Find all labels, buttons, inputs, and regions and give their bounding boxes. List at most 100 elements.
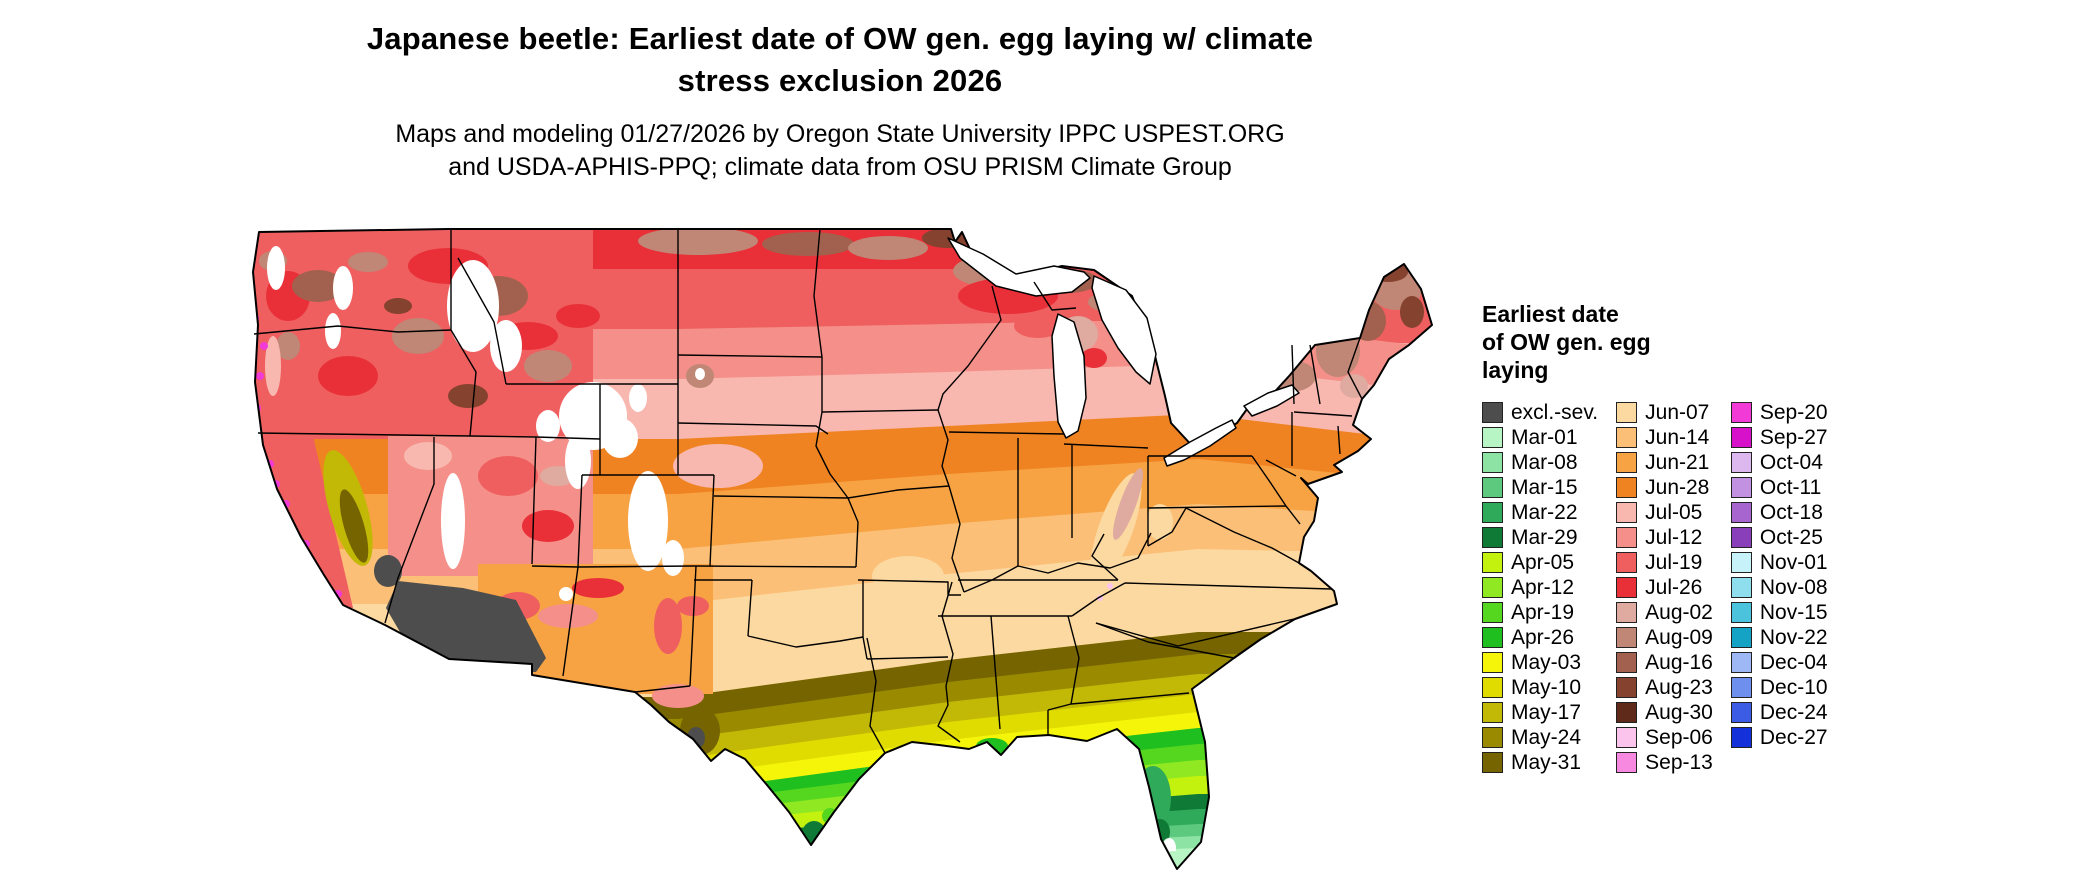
- legend-item: Dec-04: [1730, 650, 1828, 675]
- chart-header: Japanese beetle: Earliest date of OW gen…: [320, 18, 1360, 185]
- legend-swatch: [1482, 677, 1503, 699]
- legend-item: Jul-12: [1616, 525, 1713, 550]
- lake-ontario: [1243, 384, 1300, 417]
- lake-michigan: [1051, 313, 1087, 439]
- legend-swatch: [1730, 677, 1752, 699]
- legend-item: Aug-09: [1616, 625, 1713, 650]
- legend-item: Aug-23: [1616, 675, 1713, 700]
- lake-erie: [1163, 419, 1237, 467]
- legend-swatch: [1730, 652, 1752, 674]
- legend-label: Dec-10: [1759, 675, 1828, 699]
- legend-swatch: [1482, 502, 1503, 524]
- legend-item: Oct-18: [1730, 500, 1828, 525]
- legend-swatch: [1616, 552, 1638, 574]
- legend-swatch: [1482, 727, 1503, 749]
- legend-item: Dec-24: [1730, 700, 1828, 725]
- legend-swatch: [1730, 427, 1752, 449]
- legend-label: Sep-20: [1759, 400, 1828, 424]
- legend-swatch: [1616, 477, 1638, 499]
- legend-item: Apr-12: [1482, 575, 1598, 600]
- legend-label: Nov-01: [1759, 550, 1828, 574]
- us-map: [252, 228, 1433, 870]
- legend-swatch: [1616, 652, 1638, 674]
- legend-label: Jul-05: [1645, 500, 1703, 524]
- legend-item: Sep-20: [1730, 400, 1828, 425]
- legend-item: Dec-27: [1730, 725, 1828, 750]
- legend-label: Sep-06: [1645, 725, 1713, 749]
- legend-item: Apr-26: [1482, 625, 1598, 650]
- map-subtitle: Maps and modeling 01/27/2026 by Oregon S…: [395, 119, 1285, 182]
- legend-label: Sep-27: [1759, 425, 1828, 449]
- legend-item: Jul-19: [1616, 550, 1713, 575]
- legend-item: Mar-29: [1482, 525, 1598, 550]
- legend-item: Aug-30: [1616, 700, 1713, 725]
- legend-item: Aug-02: [1616, 600, 1713, 625]
- legend-swatch: [1482, 577, 1503, 599]
- legend-item: Jun-07: [1616, 400, 1713, 425]
- legend-swatch: [1482, 402, 1503, 424]
- legend-title: Earliest date of OW gen. egg laying: [1482, 301, 1651, 384]
- legend-swatch: [1616, 527, 1638, 549]
- legend-swatch: [1616, 427, 1638, 449]
- legend-swatch: [1616, 627, 1638, 649]
- legend-label: Aug-23: [1645, 675, 1713, 699]
- legend-item: May-17: [1482, 700, 1598, 725]
- legend-label: May-24: [1511, 725, 1582, 749]
- legend-swatch: [1482, 627, 1503, 649]
- legend-item: Nov-01: [1730, 550, 1828, 575]
- legend-swatch: [1482, 552, 1503, 574]
- legend-swatch: [1482, 477, 1503, 499]
- legend-item: excl.-sev.: [1482, 400, 1598, 425]
- legend-swatch: [1482, 527, 1503, 549]
- legend-item: Nov-15: [1730, 600, 1828, 625]
- lake-superior: [947, 237, 1091, 297]
- legend-label: Apr-19: [1511, 600, 1575, 624]
- legend-swatch: [1616, 702, 1638, 724]
- legend-label: Oct-25: [1759, 525, 1823, 549]
- legend-label: Aug-02: [1645, 600, 1713, 624]
- legend-swatch: [1616, 752, 1638, 774]
- legend-label: Aug-16: [1645, 650, 1713, 674]
- legend-label: excl.-sev.: [1511, 400, 1599, 424]
- legend-label: Aug-09: [1645, 625, 1713, 649]
- legend-item: Sep-27: [1730, 425, 1828, 450]
- legend-label: Mar-01: [1511, 425, 1578, 449]
- legend: Earliest date of OW gen. egg laying excl…: [1482, 300, 2082, 775]
- legend-swatch: [1616, 402, 1638, 424]
- legend-swatch: [1730, 727, 1752, 749]
- legend-label: Mar-29: [1511, 525, 1578, 549]
- legend-columns: excl.-sev. Mar-01 Mar-08 Mar-15 Mar-22 Mar-29…: [1482, 400, 2082, 775]
- map-west-overlays: [253, 246, 763, 755]
- legend-column: excl.-sev. Mar-01 Mar-08 Mar-15 Mar-22 Mar-29…: [1482, 400, 1598, 775]
- legend-item: Dec-10: [1730, 675, 1828, 700]
- legend-item: Oct-25: [1730, 525, 1828, 550]
- legend-label: Jun-21: [1645, 450, 1710, 474]
- legend-label: Oct-18: [1759, 500, 1823, 524]
- legend-label: Mar-22: [1511, 500, 1578, 524]
- legend-swatch: [1482, 602, 1503, 624]
- legend-swatch: [1730, 602, 1752, 624]
- legend-item: May-24: [1482, 725, 1598, 750]
- legend-column: Jun-07 Jun-14 Jun-21 Jun-28 Jul-05 Jul-12 Jul-…: [1616, 400, 1713, 775]
- legend-item: May-10: [1482, 675, 1598, 700]
- legend-swatch: [1482, 752, 1503, 774]
- legend-swatch: [1616, 452, 1638, 474]
- legend-item: Mar-01: [1482, 425, 1598, 450]
- legend-item: Mar-08: [1482, 450, 1598, 475]
- legend-label: Jun-28: [1645, 475, 1710, 499]
- lake-huron: [1091, 275, 1157, 385]
- great-lakes: [947, 237, 1300, 467]
- legend-label: Jun-14: [1645, 425, 1710, 449]
- legend-label: Apr-12: [1511, 575, 1575, 599]
- map-title: Japanese beetle: Earliest date of OW gen…: [366, 21, 1314, 98]
- legend-item: Nov-08: [1730, 575, 1828, 600]
- legend-item: Sep-06: [1616, 725, 1713, 750]
- legend-label: Mar-15: [1511, 475, 1578, 499]
- legend-label: Dec-27: [1759, 725, 1828, 749]
- legend-swatch: [1730, 452, 1752, 474]
- legend-label: Dec-24: [1759, 700, 1828, 724]
- legend-swatch: [1616, 602, 1638, 624]
- legend-label: Aug-30: [1645, 700, 1713, 724]
- legend-item: Apr-05: [1482, 550, 1598, 575]
